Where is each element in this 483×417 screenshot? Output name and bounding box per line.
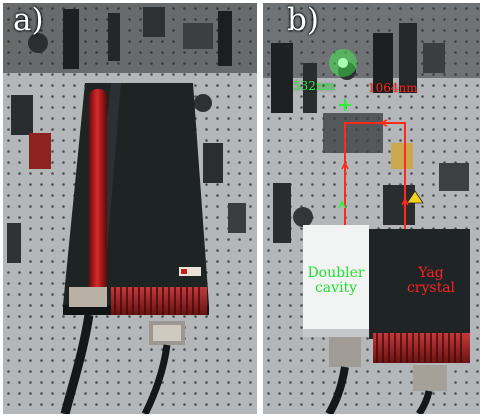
laser-system-photo-b	[263, 3, 480, 414]
doubler-cavity-housing	[303, 225, 369, 330]
wavelength-532-label: 532nm	[293, 79, 336, 93]
red-laser-tube	[89, 89, 107, 301]
doubler-cavity-label: Doubler cavity	[307, 265, 365, 296]
warning-label	[179, 267, 201, 276]
connector-left	[329, 337, 361, 367]
yag-crystal-mount	[391, 143, 413, 169]
laser-head-body	[63, 83, 209, 315]
connector-right	[413, 365, 447, 391]
panel-a-photo: a)	[3, 3, 257, 414]
power-cable	[60, 314, 94, 414]
beam-path	[338, 99, 409, 233]
front-housing	[69, 287, 107, 307]
laser-system-photo-a	[3, 3, 257, 414]
optics-mounts-background	[7, 7, 246, 263]
optics-mounts-b	[271, 23, 469, 243]
laser-warning-sign	[406, 190, 424, 204]
panel-label-a: a)	[13, 3, 44, 38]
yag-crystal-label: Yag crystal	[406, 265, 456, 296]
heat-sink-fins-b	[373, 333, 470, 363]
wavelength-1064-label: 1064nm	[368, 81, 418, 95]
panel-label-b: b)	[287, 3, 319, 38]
cable-b	[325, 366, 349, 414]
panel-b-photo: b) 532nm 1064nm Doubler cavity Yag cryst…	[263, 3, 480, 414]
heat-sink-fins	[111, 287, 207, 315]
yag-module-housing	[369, 229, 470, 339]
